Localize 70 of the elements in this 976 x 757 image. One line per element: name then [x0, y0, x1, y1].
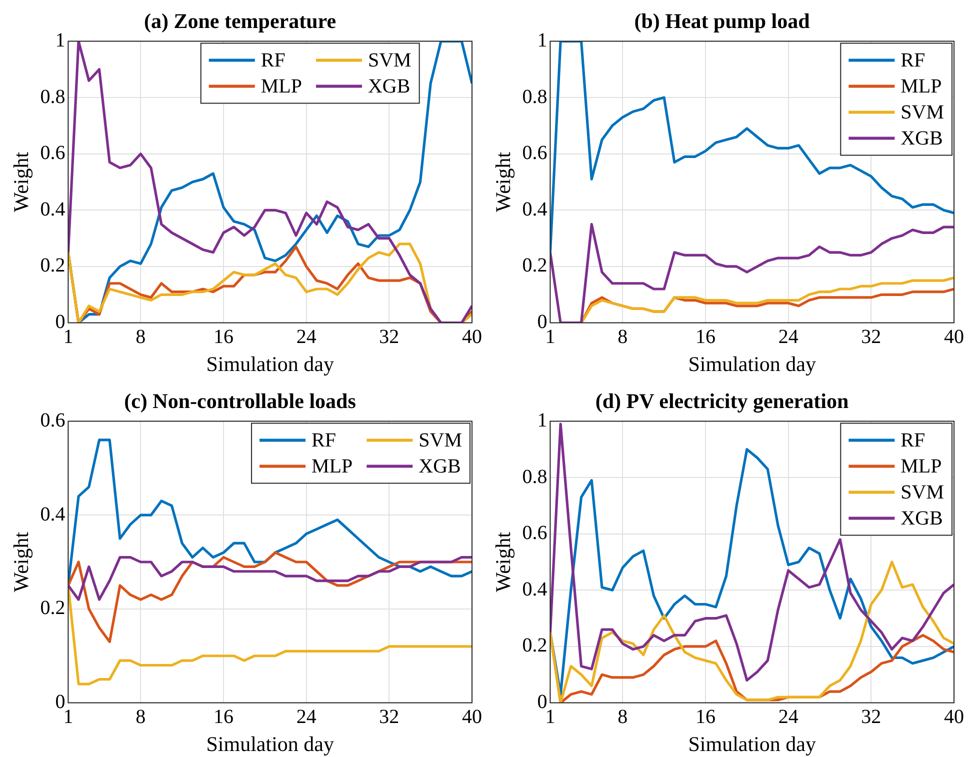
y-tick-label: 0.8 — [40, 86, 66, 108]
chart-title: (d) PV electricity generation — [595, 389, 849, 414]
y-tick-label: 0 — [55, 311, 66, 334]
chart-title: (b) Heat pump load — [634, 9, 810, 34]
x-axis-title: Simulation day — [206, 732, 334, 756]
x-tick-label: 32 — [379, 706, 400, 728]
legend-label: RF — [900, 429, 926, 452]
x-tick-label: 16 — [696, 326, 716, 348]
x-tick-label: 16 — [696, 706, 716, 728]
y-tick-label: 0.6 — [522, 522, 548, 544]
y-tick-label: 0.4 — [522, 578, 548, 600]
x-tick-label: 32 — [861, 706, 882, 728]
x-tick-label: 24 — [778, 706, 798, 728]
legend-label: RF — [260, 49, 286, 72]
y-tick-label: 0.6 — [40, 142, 66, 164]
legend-label: XGB — [368, 75, 410, 98]
legend-label: RF — [312, 429, 336, 452]
legend-label: SVM — [418, 429, 462, 452]
x-tick-label: 8 — [136, 706, 146, 728]
x-tick-label: 40 — [944, 326, 964, 348]
x-tick-label: 8 — [136, 326, 146, 348]
x-tick-label: 24 — [778, 326, 798, 348]
y-axis-title: Weight — [9, 532, 34, 592]
legend-label: XGB — [900, 507, 943, 530]
chart-title: (c) Non-controllable loads — [124, 389, 356, 414]
x-tick-label: 16 — [214, 706, 234, 728]
y-tick-label: 0.8 — [522, 466, 548, 488]
y-tick-label: 0.2 — [522, 254, 548, 277]
y-tick-label: 0.4 — [40, 503, 66, 526]
y-tick-label: 0 — [537, 691, 548, 714]
x-tick-label: 8 — [618, 326, 628, 348]
legend-label: MLP — [900, 75, 942, 98]
x-tick-label: 32 — [861, 326, 882, 348]
y-axis-title: Weight — [491, 152, 516, 212]
legend-label: MLP — [260, 75, 302, 98]
y-tick-label: 0.2 — [522, 634, 548, 657]
x-tick-label: 8 — [618, 706, 628, 728]
x-tick-label: 40 — [462, 326, 482, 348]
legend-label: RF — [900, 49, 926, 72]
legend-label: MLP — [900, 455, 942, 478]
legend-label: XGB — [418, 455, 461, 478]
y-axis-title: Weight — [491, 532, 516, 592]
x-tick-label: 32 — [379, 326, 400, 348]
y-tick-label: 0.6 — [40, 409, 66, 432]
y-tick-label: 0 — [55, 691, 66, 714]
x-axis-title: Simulation day — [206, 352, 334, 376]
x-tick-label: 40 — [462, 706, 482, 728]
legend-label: SVM — [900, 481, 944, 504]
y-tick-label: 0.4 — [40, 198, 66, 220]
y-tick-label: 0 — [537, 311, 548, 334]
x-tick-label: 16 — [214, 326, 234, 348]
y-tick-label: 0.4 — [522, 198, 548, 220]
y-tick-label: 1 — [537, 29, 548, 52]
y-tick-label: 0.2 — [40, 597, 66, 620]
legend-label: MLP — [312, 455, 353, 478]
x-tick-label: 24 — [296, 706, 316, 728]
legend-label: SVM — [900, 101, 944, 124]
x-axis-title: Simulation day — [688, 732, 816, 756]
x-tick-label: 24 — [296, 326, 316, 348]
y-tick-label: 0.8 — [522, 86, 548, 108]
y-tick-label: 0.6 — [522, 142, 548, 164]
y-tick-label: 0.2 — [40, 254, 66, 277]
x-axis-title: Simulation day — [688, 352, 816, 376]
legend-label: XGB — [900, 127, 943, 150]
legend-label: SVM — [368, 49, 412, 72]
y-tick-label: 1 — [55, 29, 66, 52]
y-axis-title: Weight — [9, 152, 34, 212]
x-tick-label: 40 — [944, 706, 964, 728]
y-tick-label: 1 — [537, 409, 548, 432]
chart-title: (a) Zone temperature — [144, 9, 336, 34]
